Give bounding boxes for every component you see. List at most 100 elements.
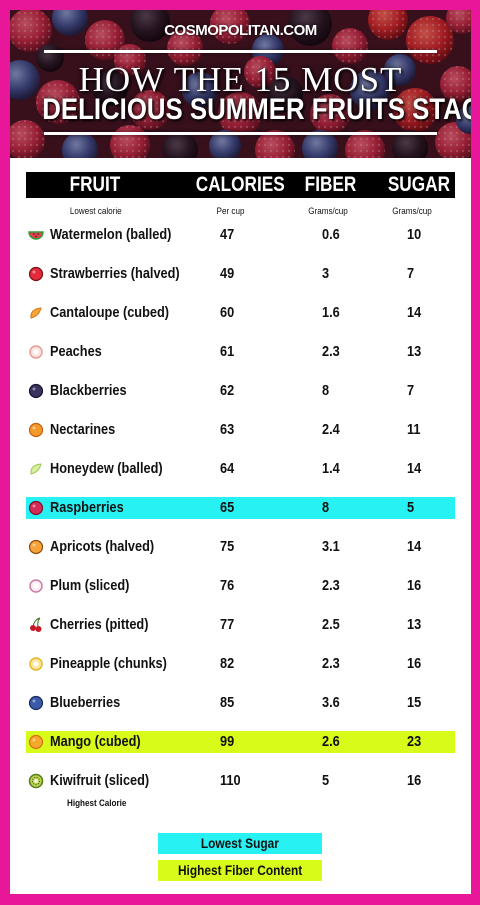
fruit-name: Cherries (pitted) (50, 616, 149, 633)
calories-value: 63 (220, 421, 235, 438)
table-row: Cantaloupe (cubed) 60 1.6 14 (26, 302, 455, 324)
calories-value: 60 (220, 304, 235, 321)
honeydew-icon (28, 461, 44, 477)
fruit-name: Apricots (halved) (50, 538, 155, 555)
calories-value: 85 (220, 694, 235, 711)
calories-value: 110 (220, 772, 241, 789)
sugar-value: 13 (407, 343, 422, 360)
brand-logo: COSMOPOLITAN.COM (164, 22, 317, 39)
col-header-calories: CALORIES (195, 173, 285, 196)
kiwi-icon (28, 773, 44, 789)
calories-value: 62 (220, 382, 235, 399)
fiber-value: 8 (322, 499, 330, 516)
calories-value: 75 (220, 538, 235, 555)
calories-value: 82 (220, 655, 235, 672)
pineapple-icon (28, 656, 44, 672)
table-row: Plum (sliced) 76 2.3 16 (26, 575, 455, 597)
fruit-name: Mango (cubed) (50, 733, 141, 750)
subheader-sugar: Grams/cup (392, 206, 432, 216)
table-row: Honeydew (balled) 64 1.4 14 (26, 458, 455, 480)
sugar-value: 13 (407, 616, 422, 633)
table-row: Pineapple (chunks) 82 2.3 16 (26, 653, 455, 675)
sugar-value: 16 (407, 655, 422, 672)
blueberry-icon (28, 695, 44, 711)
fruit-name: Raspberries (50, 499, 124, 516)
column-header-bar: FRUIT CALORIES FIBER SUGAR (26, 172, 455, 198)
fruit-name: Cantaloupe (cubed) (50, 304, 170, 321)
watermelon-icon (28, 227, 44, 243)
cantaloupe-icon (28, 305, 44, 321)
sugar-value: 7 (407, 265, 415, 282)
fiber-value: 1.6 (322, 304, 340, 321)
fiber-value: 0.6 (322, 226, 340, 243)
table-row: Blackberries 62 8 7 (26, 380, 455, 402)
fiber-value: 3 (322, 265, 330, 282)
calories-value: 76 (220, 577, 235, 594)
fiber-value: 3.6 (322, 694, 340, 711)
sugar-value: 16 (407, 772, 422, 789)
col-header-sugar: SUGAR (387, 173, 451, 196)
table-row: Nectarines 63 2.4 11 (26, 419, 455, 441)
fruit-name: Honeydew (balled) (50, 460, 163, 477)
header-banner: COSMOPOLITAN.COM HOW THE 15 MOST DELICIO… (10, 10, 471, 158)
peach-icon (28, 344, 44, 360)
fruit-name: Pineapple (chunks) (50, 655, 167, 672)
subheader-fiber: Grams/cup (308, 206, 348, 216)
legend-lowest-sugar: Lowest Sugar (158, 833, 322, 854)
table-row: Watermelon (balled) 47 0.6 10 (26, 224, 455, 246)
sugar-value: 14 (407, 460, 422, 477)
fruit-name: Nectarines (50, 421, 116, 438)
table-row: Blueberries 85 3.6 15 (26, 692, 455, 714)
fiber-value: 5 (322, 772, 330, 789)
title-rule-top (44, 50, 437, 53)
sugar-value: 10 (407, 226, 422, 243)
cherry-icon (28, 617, 44, 633)
table-row: Mango (cubed) 99 2.6 23 (26, 731, 455, 753)
subheader-calories: Per cup (216, 206, 245, 216)
fiber-value: 2.4 (322, 421, 340, 438)
mango-icon (28, 734, 44, 750)
fiber-value: 3.1 (322, 538, 340, 555)
fruit-name: Blackberries (50, 382, 127, 399)
sugar-value: 15 (407, 694, 422, 711)
fruit-name: Blueberries (50, 694, 121, 711)
fruit-name: Strawberries (halved) (50, 265, 180, 282)
table-row: Kiwifruit (sliced) 110 5 16 (26, 770, 455, 792)
infographic-card: COSMOPOLITAN.COM HOW THE 15 MOST DELICIO… (10, 10, 471, 894)
table-row: Raspberries 65 8 5 (26, 497, 455, 519)
page-title-line1: HOW THE 15 MOST (78, 60, 403, 99)
table-row: Peaches 61 2.3 13 (26, 341, 455, 363)
plum-icon (28, 578, 44, 594)
sugar-value: 11 (407, 421, 421, 438)
legend-highest-fiber: Highest Fiber Content (158, 860, 322, 881)
calories-value: 99 (220, 733, 235, 750)
raspberry-icon (28, 500, 44, 516)
legend-highest-fiber-label: Highest Fiber Content (177, 862, 303, 878)
fiber-value: 8 (322, 382, 330, 399)
col-header-fruit: FRUIT (69, 173, 121, 196)
fiber-value: 2.3 (322, 655, 340, 672)
calories-value: 65 (220, 499, 235, 516)
fruit-name: Plum (sliced) (50, 577, 130, 594)
blackberry-icon (28, 383, 44, 399)
fiber-value: 2.6 (322, 733, 340, 750)
fiber-value: 2.3 (322, 343, 340, 360)
col-header-fiber: FIBER (304, 173, 357, 196)
table-row: Strawberries (halved) 49 3 7 (26, 263, 455, 285)
sugar-value: 7 (407, 382, 415, 399)
subheader-fruit: Lowest calorie (69, 206, 122, 216)
sugar-value: 16 (407, 577, 422, 594)
nectarine-icon (28, 422, 44, 438)
fiber-value: 2.3 (322, 577, 340, 594)
fruit-name: Watermelon (balled) (50, 226, 172, 243)
table-row: Cherries (pitted) 77 2.5 13 (26, 614, 455, 636)
calories-value: 77 (220, 616, 235, 633)
footnote-highest-calorie: Highest Calorie (67, 798, 127, 808)
fruit-name: Kiwifruit (sliced) (50, 772, 150, 789)
table-row: Apricots (halved) 75 3.1 14 (26, 536, 455, 558)
fiber-value: 2.5 (322, 616, 340, 633)
calories-value: 47 (220, 226, 235, 243)
calories-value: 61 (220, 343, 235, 360)
fruit-name: Peaches (50, 343, 102, 360)
apricot-icon (28, 539, 44, 555)
